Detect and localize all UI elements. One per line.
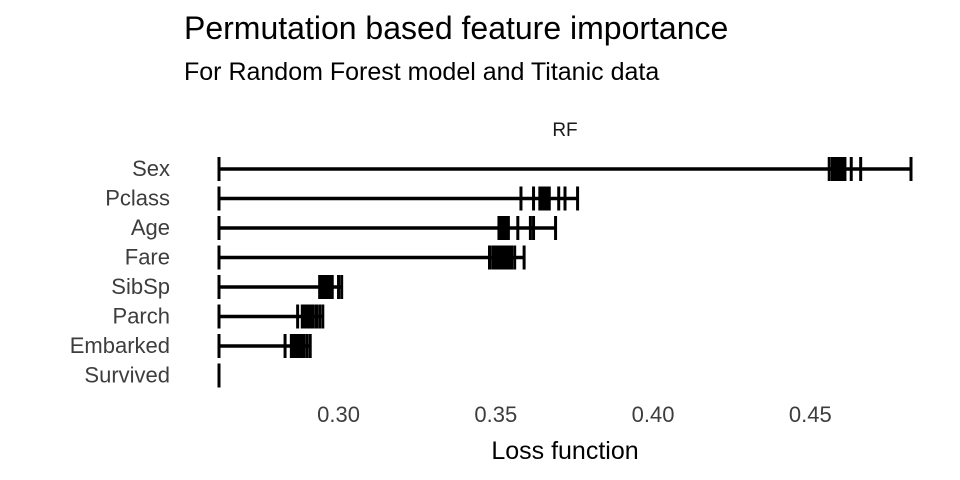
y-label-parch: Parch (113, 304, 170, 329)
chart-title: Permutation based feature importance (184, 10, 729, 46)
y-label-age: Age (131, 215, 170, 240)
x-tick-label: 0.35 (474, 402, 517, 427)
iqr-box (539, 186, 550, 211)
y-label-survived: Survived (84, 363, 170, 388)
feature-row-embarked (217, 334, 312, 358)
iqr-box (498, 216, 509, 240)
x-axis-ticks: 0.30 0.35 0.40 0.45 (317, 402, 832, 427)
facet-label: RF (552, 120, 577, 141)
feature-row-pclass (217, 186, 580, 211)
x-axis-label: Loss function (491, 437, 638, 465)
y-axis-labels: Sex Pclass Age Fare SibSp Parch Embarked Surviv… (70, 156, 170, 388)
y-label-fare: Fare (125, 245, 170, 270)
feature-row-sibsp (217, 275, 344, 299)
y-label-sex: Sex (132, 156, 170, 181)
x-tick-label: 0.45 (789, 402, 832, 427)
bar-group (217, 157, 913, 388)
x-tick-label: 0.30 (317, 402, 360, 427)
chart-subtitle: For Random Forest model and Titanic data (184, 58, 660, 86)
y-label-embarked: Embarked (70, 333, 170, 358)
feature-row-age (217, 216, 558, 240)
x-tick-label: 0.40 (632, 402, 675, 427)
y-label-sibsp: SibSp (111, 274, 170, 299)
y-label-pclass: Pclass (105, 186, 170, 211)
feature-row-sex (217, 157, 913, 181)
feature-row-fare (217, 245, 526, 270)
feature-row-parch (217, 304, 325, 329)
